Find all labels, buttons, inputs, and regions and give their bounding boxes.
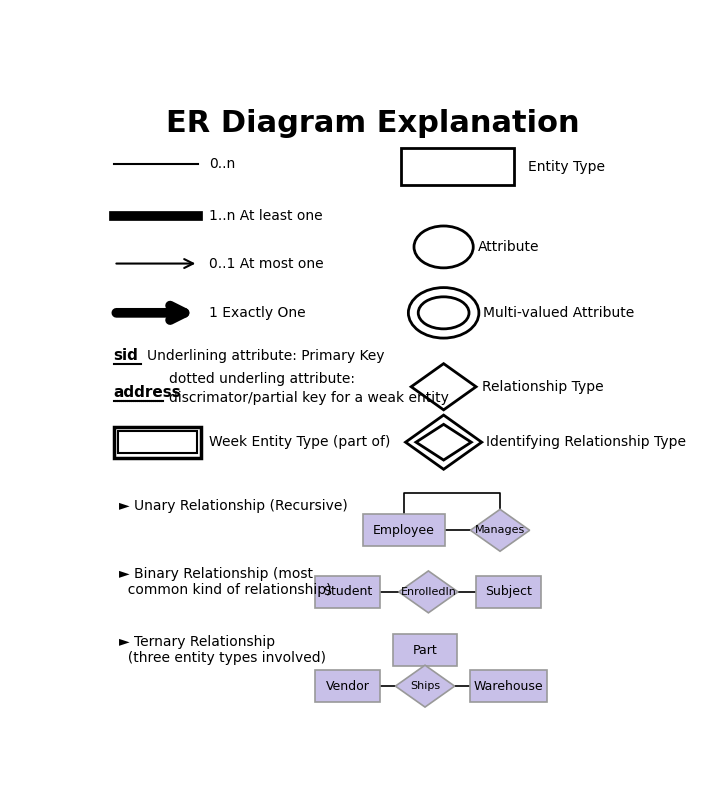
Text: Relationship Type: Relationship Type bbox=[482, 380, 604, 394]
Text: Week Entity Type (part of): Week Entity Type (part of) bbox=[210, 435, 391, 449]
Polygon shape bbox=[399, 571, 458, 613]
Text: 1 Exactly One: 1 Exactly One bbox=[210, 306, 306, 320]
Text: Part: Part bbox=[413, 644, 438, 657]
Ellipse shape bbox=[414, 226, 473, 268]
Text: Ships: Ships bbox=[410, 681, 440, 691]
Ellipse shape bbox=[418, 297, 469, 329]
Text: Employee: Employee bbox=[373, 524, 435, 537]
Polygon shape bbox=[470, 510, 530, 551]
Text: Entity Type: Entity Type bbox=[529, 160, 605, 174]
Text: Student: Student bbox=[323, 586, 372, 598]
Text: 0..n: 0..n bbox=[210, 157, 236, 170]
Text: EnrolledIn: EnrolledIn bbox=[400, 587, 456, 597]
Text: Attribute: Attribute bbox=[478, 240, 539, 254]
FancyBboxPatch shape bbox=[114, 426, 201, 458]
Text: Manages: Manages bbox=[475, 526, 525, 535]
FancyBboxPatch shape bbox=[315, 576, 380, 608]
FancyBboxPatch shape bbox=[315, 670, 380, 702]
Text: Underlining attribute: Primary Key: Underlining attribute: Primary Key bbox=[148, 349, 385, 363]
Text: ER Diagram Explanation: ER Diagram Explanation bbox=[166, 110, 580, 138]
FancyBboxPatch shape bbox=[470, 670, 547, 702]
Ellipse shape bbox=[408, 287, 479, 338]
Text: ► Unary Relationship (Recursive): ► Unary Relationship (Recursive) bbox=[119, 499, 348, 514]
Text: address: address bbox=[114, 386, 181, 401]
FancyBboxPatch shape bbox=[401, 148, 514, 186]
Text: dotted underling attribute:
discrimator/partial key for a weak entity: dotted underling attribute: discrimator/… bbox=[169, 372, 448, 406]
Text: sid: sid bbox=[114, 349, 138, 363]
FancyBboxPatch shape bbox=[117, 431, 197, 454]
Text: Vendor: Vendor bbox=[325, 680, 370, 693]
Text: Multi-valued Attribute: Multi-valued Attribute bbox=[483, 306, 634, 320]
Polygon shape bbox=[395, 665, 454, 707]
Text: 1..n At least one: 1..n At least one bbox=[210, 209, 323, 223]
FancyBboxPatch shape bbox=[476, 576, 541, 608]
FancyBboxPatch shape bbox=[392, 634, 457, 666]
Text: 0..1 At most one: 0..1 At most one bbox=[210, 257, 324, 270]
Text: Warehouse: Warehouse bbox=[474, 680, 543, 693]
Text: Subject: Subject bbox=[485, 586, 532, 598]
FancyBboxPatch shape bbox=[363, 514, 445, 546]
Text: Identifying Relationship Type: Identifying Relationship Type bbox=[486, 435, 686, 449]
Text: ► Ternary Relationship
  (three entity types involved): ► Ternary Relationship (three entity typ… bbox=[119, 635, 326, 666]
Text: ► Binary Relationship (most
  common kind of relationship): ► Binary Relationship (most common kind … bbox=[119, 567, 332, 598]
